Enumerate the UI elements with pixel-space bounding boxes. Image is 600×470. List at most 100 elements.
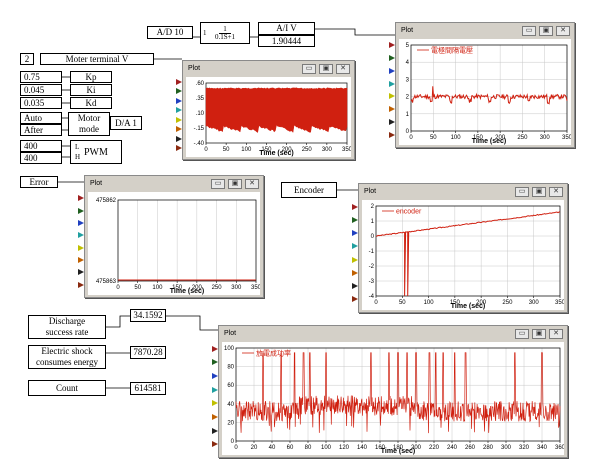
input-port-arrow[interactable]	[352, 243, 358, 250]
minimize-button[interactable]: ▭	[302, 64, 316, 74]
input-port-arrow[interactable]	[212, 413, 218, 420]
close-button[interactable]: ✕	[336, 64, 350, 74]
discharge-block[interactable]: Discharge success rate	[28, 315, 106, 339]
plot-titlebar[interactable]: Plot ✕ ▣ ▭	[361, 186, 565, 198]
input-port-arrow[interactable]	[78, 195, 84, 202]
input-port-arrow[interactable]	[352, 283, 358, 290]
x-tick-label: 300	[540, 135, 551, 141]
input-port-arrow[interactable]	[212, 359, 218, 366]
input-port-arrow[interactable]	[352, 296, 358, 303]
close-button[interactable]: ✕	[245, 179, 259, 189]
input-port-arrow[interactable]	[352, 203, 358, 210]
input-port-arrow[interactable]	[78, 207, 84, 214]
input-port-arrow[interactable]	[389, 42, 395, 49]
input-port-arrow[interactable]	[389, 106, 395, 113]
close-button[interactable]: ✕	[556, 26, 570, 36]
ki-value-block[interactable]: 0.045	[20, 84, 62, 96]
kd-block[interactable]: Kd	[70, 97, 112, 109]
trace-motor-voltage	[205, 87, 348, 134]
input-port-arrow[interactable]	[212, 441, 218, 448]
shock-energy-block[interactable]: Electric shock consumes energy	[28, 345, 106, 369]
plot-window-encoder[interactable]: Plot ✕ ▣ ▭ 0 50 100 150 200 250 300 350 2 1 0 -1 -2 -3 -4 T…	[352, 183, 568, 313]
input-port-arrow[interactable]	[176, 78, 182, 85]
pwm-high-value-block[interactable]: 400	[20, 152, 62, 164]
error-block[interactable]: Error	[20, 176, 58, 188]
input-port-arrow[interactable]	[352, 269, 358, 276]
plot-titlebar[interactable]: Plot ✕ ▣ ▭	[87, 178, 261, 190]
kp-value-block[interactable]: 0.75	[20, 71, 62, 83]
input-port-arrow[interactable]	[176, 116, 182, 123]
input-port-arrow[interactable]	[176, 88, 182, 95]
plot-titlebar[interactable]: Plot ✕ ▣ ▭	[185, 63, 352, 75]
input-port-arrow[interactable]	[176, 126, 182, 133]
maximize-button[interactable]: ▣	[539, 26, 553, 36]
input-port-arrow[interactable]	[212, 345, 218, 352]
minimize-button[interactable]: ▭	[211, 179, 225, 189]
input-port-arrow[interactable]	[78, 269, 84, 276]
plot-window-discharge-rate[interactable]: Plot ✕ ▣ ▭ 0 20 40 60 80 100 120 140 160 180 200 220 240…	[212, 325, 568, 458]
input-port-arrow[interactable]	[389, 93, 395, 100]
input-port-arrow[interactable]	[176, 145, 182, 152]
maximize-button[interactable]: ▣	[532, 187, 546, 197]
da-block[interactable]: D/A 1	[110, 116, 142, 130]
mode-after-block[interactable]: After	[20, 124, 62, 136]
plot-window-error[interactable]: Plot ✕ ▣ ▭ 0 50 100 150 200 250 300 350 475862 475863…	[78, 175, 264, 298]
x-tick-label: 150	[450, 300, 461, 306]
plot-titlebar[interactable]: Plot ✕ ▣ ▭	[398, 25, 572, 37]
maximize-button[interactable]: ▣	[532, 329, 546, 339]
plot-titlebar[interactable]: Plot ✕ ▣ ▭	[221, 328, 565, 340]
plot-window-motor-voltage[interactable]: Plot ✕ ▣ ▭ 0 50 100 150 200 250 300 350 .60 .35 .10 -.1…	[176, 60, 355, 160]
input-port-arrow[interactable]	[212, 373, 218, 380]
aiv-block[interactable]: A/I V	[258, 22, 315, 35]
maximize-button[interactable]: ▣	[319, 64, 333, 74]
close-button[interactable]: ✕	[549, 329, 563, 339]
close-button[interactable]: ✕	[549, 187, 563, 197]
input-port-arrow[interactable]	[352, 256, 358, 263]
ki-block[interactable]: Ki	[70, 84, 112, 96]
ki-label: Ki	[86, 84, 96, 95]
input-port-arrow[interactable]	[78, 219, 84, 226]
x-tick-label: 0	[116, 285, 120, 291]
kp-block[interactable]: Kp	[70, 71, 112, 83]
input-port-arrow[interactable]	[78, 257, 84, 264]
input-port-arrow[interactable]	[389, 80, 395, 87]
motor-terminal-block[interactable]: Moter terminal V	[40, 53, 154, 65]
input-port-arrow[interactable]	[176, 97, 182, 104]
transfer-function-block[interactable]: 1 1 0.1S+1	[200, 22, 250, 44]
input-port-arrow[interactable]	[352, 216, 358, 223]
input-port-arrow[interactable]	[389, 131, 395, 138]
input-port-arrow[interactable]	[212, 386, 218, 393]
input-port-arrow[interactable]	[389, 55, 395, 62]
input-port-arrow[interactable]	[212, 427, 218, 434]
motor-const-block[interactable]: 2	[20, 53, 34, 65]
x-tick-label: 50	[399, 300, 406, 306]
minimize-button[interactable]: ▭	[522, 26, 536, 36]
y-tick-label: -1	[369, 249, 375, 255]
input-port-arrow[interactable]	[176, 107, 182, 114]
pwm-low-value-block[interactable]: 400	[20, 140, 62, 152]
kd-value-block[interactable]: 0.035	[20, 97, 62, 109]
error-label: Error	[29, 176, 49, 187]
input-port-arrow[interactable]	[389, 118, 395, 125]
x-tick-label: 140	[357, 445, 368, 451]
input-port-arrow[interactable]	[78, 281, 84, 288]
input-port-arrow[interactable]	[212, 400, 218, 407]
minimize-button[interactable]: ▭	[515, 329, 529, 339]
input-port-arrow[interactable]	[78, 244, 84, 251]
input-port-arrow[interactable]	[78, 232, 84, 239]
ad-block[interactable]: A/D 10	[147, 26, 193, 39]
input-port-arrow[interactable]	[176, 135, 182, 142]
encoder-block[interactable]: Encoder	[281, 182, 337, 198]
maximize-button[interactable]: ▣	[228, 179, 242, 189]
minimize-button[interactable]: ▭	[515, 187, 529, 197]
input-port-arrow[interactable]	[389, 67, 395, 74]
mode-auto-block[interactable]: Auto	[20, 112, 62, 124]
plot-window-electrode-voltage[interactable]: Plot ✕ ▣ ▭ 0 50 100 150 200 250 300 350 5 4 3 2 1 0 Time (…	[389, 22, 575, 148]
motor-mode-block[interactable]: Motor mode	[68, 112, 110, 136]
pwm-block[interactable]: L H PWM	[70, 140, 122, 164]
count-block[interactable]: Count	[28, 380, 106, 396]
legend-label: 放電成功率	[256, 349, 291, 358]
y-tick-label: -.40	[194, 141, 205, 147]
count-value-display: 614581	[130, 382, 166, 395]
input-port-arrow[interactable]	[352, 230, 358, 237]
